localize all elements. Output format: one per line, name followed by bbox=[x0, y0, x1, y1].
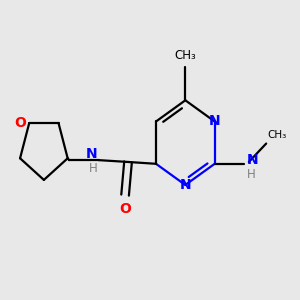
Text: N: N bbox=[209, 115, 220, 128]
Text: N: N bbox=[86, 147, 98, 161]
Text: H: H bbox=[89, 162, 98, 175]
Text: N: N bbox=[179, 178, 191, 192]
Text: CH₃: CH₃ bbox=[175, 49, 196, 62]
Text: O: O bbox=[14, 116, 26, 130]
Text: CH₃: CH₃ bbox=[268, 130, 287, 140]
Text: H: H bbox=[247, 168, 255, 181]
Text: O: O bbox=[119, 202, 131, 216]
Text: N: N bbox=[247, 153, 258, 167]
